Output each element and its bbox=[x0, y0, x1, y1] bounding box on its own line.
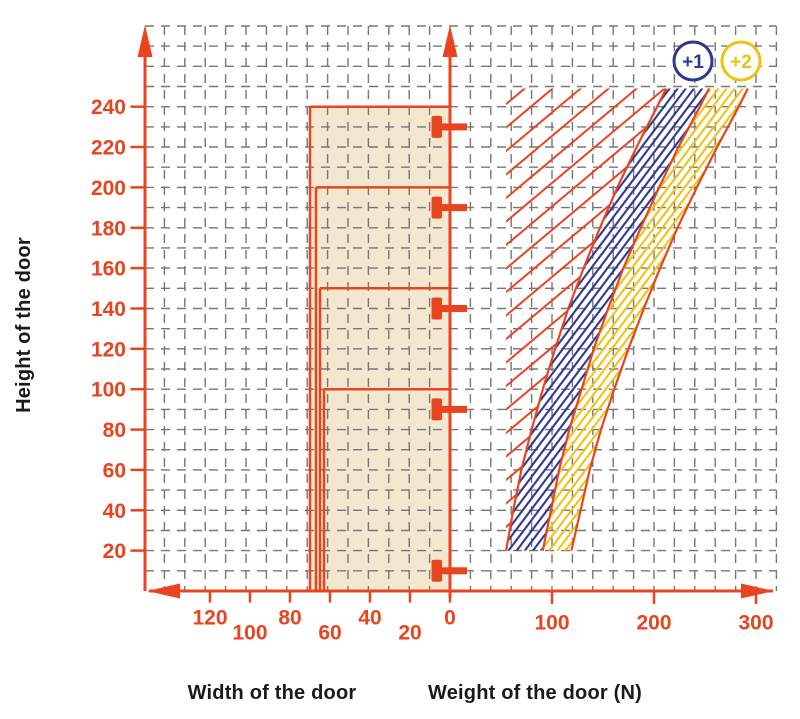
width-tick-label: 0 bbox=[444, 607, 456, 630]
axes bbox=[137, 25, 774, 599]
base-zone-hatch bbox=[506, 88, 667, 551]
height-tick-label: 60 bbox=[103, 459, 126, 482]
width-tick-label: 20 bbox=[398, 622, 421, 645]
plus-one-band-hatch bbox=[506, 88, 710, 551]
height-tick-label: 100 bbox=[91, 379, 126, 402]
badge-plus-one: +1 bbox=[672, 40, 714, 82]
door-width-step-lines bbox=[308, 105, 450, 591]
weight-zones bbox=[505, 88, 749, 551]
hinge-icon-arm bbox=[441, 567, 467, 575]
zero-axis-arrow-icon bbox=[442, 25, 458, 57]
hinge-icon bbox=[431, 115, 442, 138]
weight-tick-label: 300 bbox=[738, 612, 773, 635]
height-tick-label: 140 bbox=[91, 298, 126, 321]
plus-two-band-hatch bbox=[542, 88, 748, 551]
height-axis-arrow-icon bbox=[137, 25, 153, 57]
badge-plus-two-label: +2 bbox=[730, 52, 752, 73]
height-tick-label: 20 bbox=[103, 540, 126, 563]
badge-plus-two-circle bbox=[720, 40, 762, 82]
width-tick-label: 60 bbox=[318, 622, 341, 645]
hinge-icon-arm bbox=[441, 204, 467, 212]
width-tick-label: 80 bbox=[278, 607, 301, 630]
height-tick-label: 40 bbox=[103, 500, 126, 523]
height-tick-label: 160 bbox=[91, 258, 126, 281]
hinge-icon-arm bbox=[441, 405, 467, 413]
hinge-icon bbox=[431, 559, 442, 582]
curve-c3 bbox=[570, 88, 749, 551]
width-tick-label: 40 bbox=[358, 607, 381, 630]
width-tick-label: 120 bbox=[192, 607, 227, 630]
width-axis-arrow-icon bbox=[147, 583, 180, 599]
tick-labels: 2402202001801601401201008060402012010080… bbox=[91, 96, 774, 644]
badge-plus-one-circle bbox=[672, 40, 714, 82]
curve-c1 bbox=[505, 88, 668, 551]
height-tick-label: 220 bbox=[91, 137, 126, 160]
hinge-icon bbox=[431, 297, 442, 320]
hinge-icon bbox=[431, 196, 442, 219]
weight-tick-label: 100 bbox=[534, 612, 569, 635]
badge-plus-two: +2 bbox=[720, 40, 762, 82]
height-tick-label: 80 bbox=[103, 419, 126, 442]
weight-tick-label: 200 bbox=[636, 612, 671, 635]
y-axis-title: Height of the door bbox=[13, 237, 35, 413]
x-axis-title-weight: Weight of the door (N) bbox=[428, 682, 642, 704]
curve-c2 bbox=[541, 88, 711, 551]
x-axis-title-width: Width of the door bbox=[188, 682, 357, 704]
height-tick-label: 180 bbox=[91, 217, 126, 240]
hinge-icon-arm bbox=[441, 305, 467, 312]
hinge-icon bbox=[431, 398, 442, 421]
weight-axis-arrow-icon bbox=[741, 583, 774, 599]
hinge-icon-arm bbox=[441, 123, 467, 131]
height-tick-label: 200 bbox=[91, 177, 126, 200]
height-tick-label: 240 bbox=[91, 96, 126, 119]
hinge-markers bbox=[431, 115, 467, 582]
width-tick-label: 100 bbox=[232, 622, 267, 645]
height-tick-label: 120 bbox=[91, 338, 126, 361]
badge-plus-one-label: +1 bbox=[682, 52, 704, 73]
